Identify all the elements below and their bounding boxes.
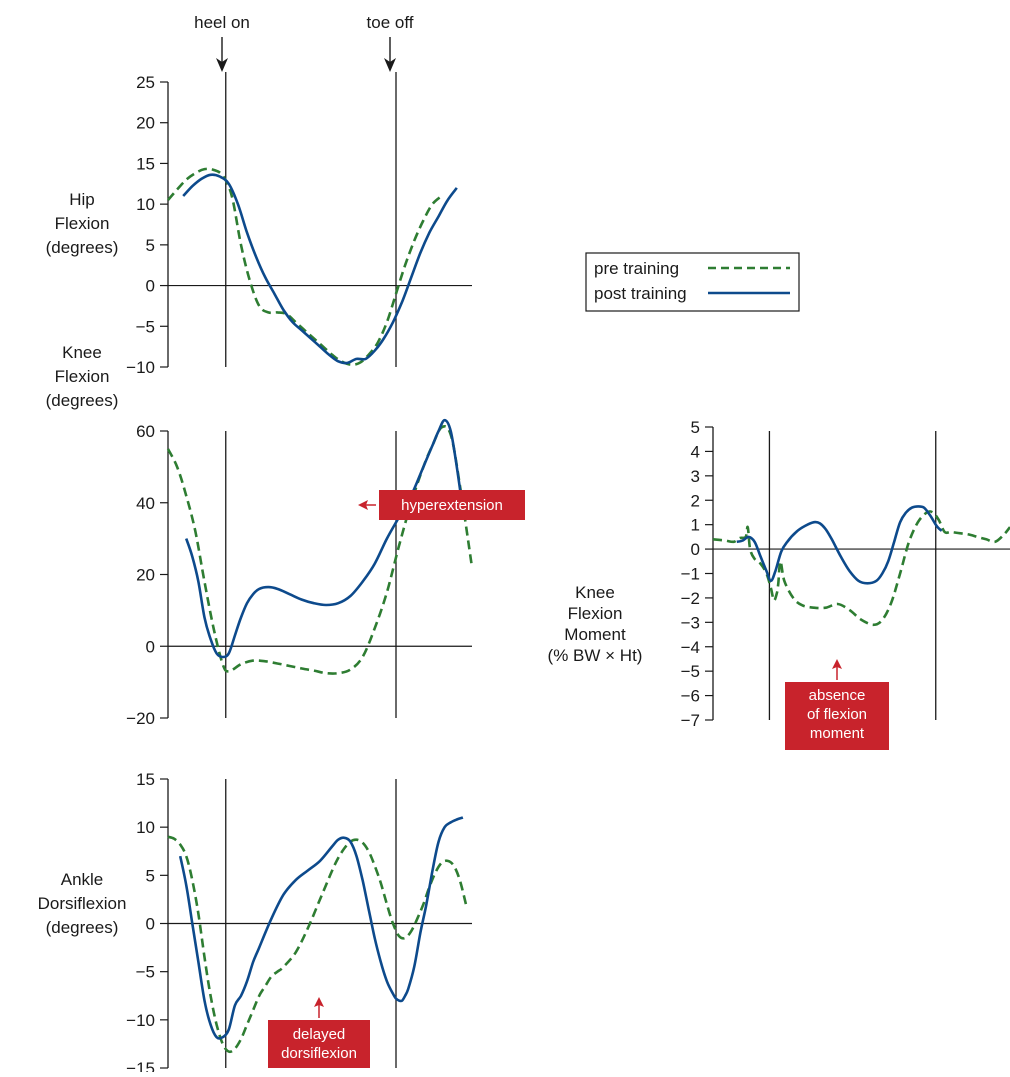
ankle-y-tick-label: −15 <box>126 1059 155 1072</box>
moment-ylabel-line-1: Knee <box>575 583 615 602</box>
toe-off-arrow <box>384 37 396 72</box>
ankle-y-tick-label: −5 <box>136 963 155 982</box>
hip-ylabel-line-1: Hip <box>69 190 95 209</box>
moment-y-tick-label: 3 <box>691 467 700 486</box>
moment-y-tick-label: 0 <box>691 540 700 559</box>
flexion-callout-line-1: absence <box>809 687 866 704</box>
heel-on-arrow <box>216 37 228 72</box>
moment-ylabel-line-3: Moment <box>564 625 626 644</box>
moment-y-tick-label: −2 <box>681 589 700 608</box>
moment-ylabel-line-2: Flexion <box>568 604 623 623</box>
moment-y-tick-label: −7 <box>681 711 700 730</box>
knee-ylabel-line-2: Flexion <box>55 367 110 386</box>
ankle-ylabel-line-1: Ankle <box>61 870 104 889</box>
legend-post-label: post training <box>594 284 687 303</box>
hip-y-tick-label: 25 <box>136 73 155 92</box>
ankle-y-tick-label: 5 <box>146 866 155 885</box>
hip-y-tick-label: −5 <box>136 317 155 336</box>
dorsiflexion-callout: delayed dorsiflexion <box>268 997 370 1068</box>
moment-y-tick-label: 5 <box>691 418 700 437</box>
toe-off-label: toe off <box>367 13 414 32</box>
ankle-pre-training-line <box>167 835 468 1054</box>
hip-y-tick-label: 0 <box>146 277 155 296</box>
hyperextension-callout: hyperextension <box>358 490 525 520</box>
legend-pre-label: pre training <box>594 259 679 278</box>
hip-ylabel-line-3: (degrees) <box>46 238 119 257</box>
knee-ylabel-line-1: Knee <box>62 343 102 362</box>
ankle-y-tick-label: 10 <box>136 818 155 837</box>
moment-y-tick-label: 2 <box>691 491 700 510</box>
knee-y-tick-label: 20 <box>136 566 155 585</box>
knee-ylabel-line-3: (degrees) <box>46 391 119 410</box>
moment-y-tick-label: 4 <box>691 442 700 461</box>
hip-y-tick-label: 20 <box>136 114 155 133</box>
knee-pre-training-line <box>166 425 474 675</box>
moment-y-tick-label: −1 <box>681 565 700 584</box>
knee-y-tick-label: 60 <box>136 422 155 441</box>
flexion-moment-callout: absence of flexion moment <box>785 659 889 750</box>
hip-ylabel-line-2: Flexion <box>55 214 110 233</box>
moment-y-tick-label: −3 <box>681 613 700 632</box>
ankle-y-tick-label: 0 <box>146 915 155 934</box>
knee-flexion-moment-chart: Knee Flexion Moment (% BW × Ht) 5 4 3 2 1 0 −1 −2 −3… <box>548 418 1010 730</box>
ankle-ylabel-line-2: Dorsiflexion <box>38 894 127 913</box>
dorsiflexion-callout-line-1: delayed <box>293 1026 346 1043</box>
ankle-y-tick-label: 15 <box>136 770 155 789</box>
hip-pre-training-line <box>167 167 443 366</box>
hip-y-tick-label: 10 <box>136 195 155 214</box>
ankle-ylabel-line-3: (degrees) <box>46 918 119 937</box>
moment-y-tick-label: −5 <box>681 662 700 681</box>
moment-pre-training-line <box>712 510 1010 627</box>
hip-y-tick-label: 5 <box>146 236 155 255</box>
flexion-callout-line-2: of flexion <box>807 706 867 723</box>
knee-post-training-line <box>184 418 465 659</box>
moment-y-tick-label: −6 <box>681 687 700 706</box>
hip-post-training-line <box>182 173 458 365</box>
ankle-y-tick-label: −10 <box>126 1011 155 1030</box>
moment-post-training-line <box>736 505 943 585</box>
dorsiflexion-callout-line-2: dorsiflexion <box>281 1045 357 1062</box>
hip-flexion-chart: Hip Flexion (degrees) 25 20 15 10 5 0 −5 −10 <box>46 72 472 377</box>
knee-y-tick-label: −20 <box>126 709 155 728</box>
knee-y-tick-label: 0 <box>146 637 155 656</box>
hyperextension-label: hyperextension <box>401 497 503 514</box>
hip-y-tick-label: 15 <box>136 154 155 173</box>
moment-ylabel-line-4: (% BW × Ht) <box>548 646 643 665</box>
knee-y-tick-label: 40 <box>136 494 155 513</box>
hip-y-tick-label: −10 <box>126 358 155 377</box>
moment-y-tick-label: −4 <box>681 638 700 657</box>
knee-flexion-chart: Knee Flexion (degrees) 60 40 20 0 −20 <box>46 343 474 728</box>
flexion-callout-line-3: moment <box>810 725 865 742</box>
ankle-post-training-line <box>178 816 464 1040</box>
ankle-dorsiflexion-chart: Ankle Dorsiflexion (degrees) 15 10 5 0 −5 −10 −15 <box>38 770 472 1077</box>
moment-y-tick-label: 1 <box>691 516 700 535</box>
legend: pre training post training <box>585 252 800 312</box>
heel-on-label: heel on <box>194 13 250 32</box>
